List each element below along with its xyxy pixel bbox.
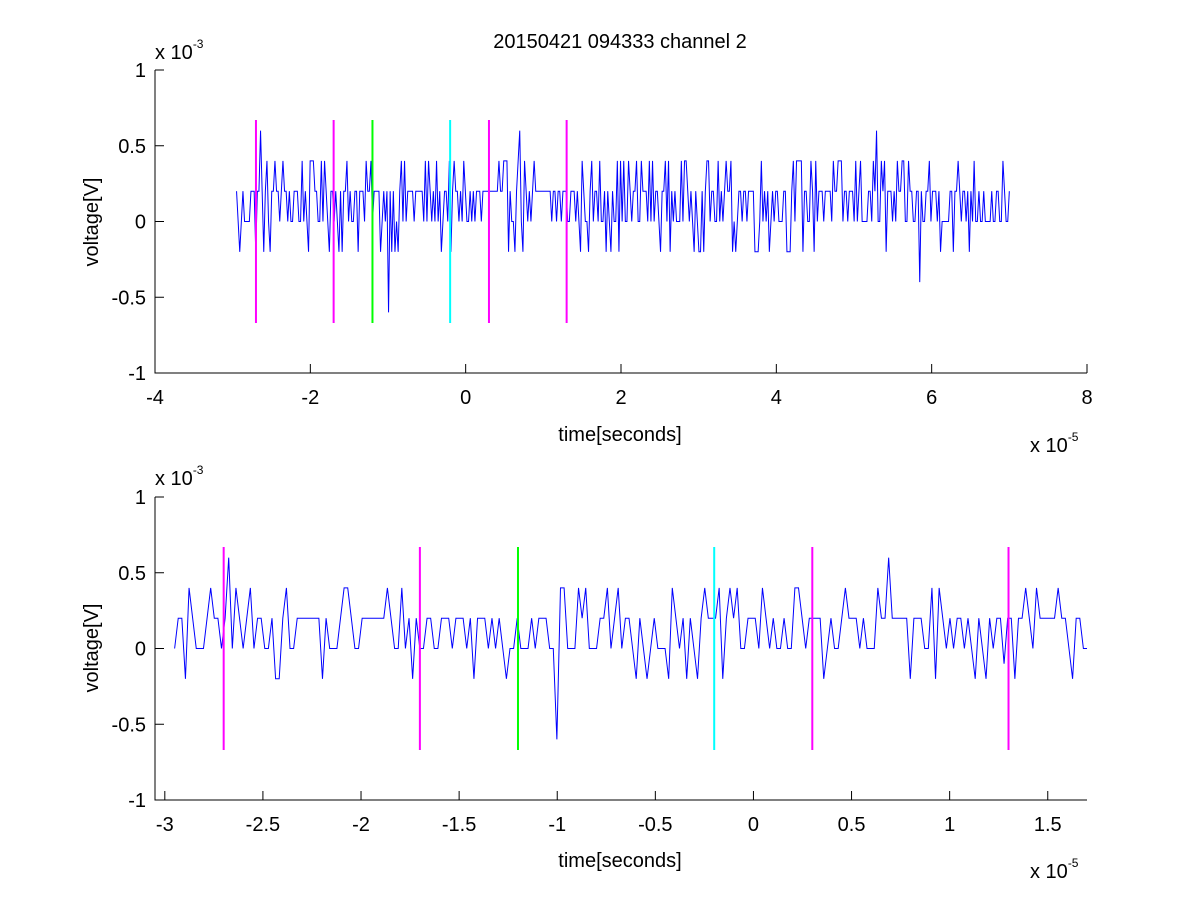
top-x-exponent-base: x 10 <box>1030 435 1068 457</box>
bottom-x-tick-label: 1 <box>944 814 955 836</box>
top-x-tick-label: 8 <box>1081 387 1092 409</box>
bottom-y-tick-label: -0.5 <box>112 714 146 736</box>
top-y-tick-label: 0 <box>135 212 146 234</box>
bottom-y-exponent-base: x 10 <box>155 468 193 490</box>
bottom-y-tick-label: 0.5 <box>118 563 146 585</box>
bottom-ylabel: voltage[V] <box>81 604 103 693</box>
top-x-tick-label: -4 <box>146 387 164 409</box>
top-y-tick-label: -1 <box>128 363 146 385</box>
top-x-tick-label: 2 <box>615 387 626 409</box>
top-ylabel: voltage[V] <box>81 178 103 267</box>
bottom-y-exponent-power: -3 <box>193 463 204 477</box>
bottom-x-tick-label: -3 <box>156 814 174 836</box>
bottom-x-tick-label: -1 <box>548 814 566 836</box>
bottom-plot: voltage[V] x 10-3 time[seconds] x 10-5 -… <box>81 463 1087 883</box>
figure-title: 20150421 094333 channel 2 <box>493 31 747 53</box>
top-x-tick-label: -2 <box>301 387 319 409</box>
top-signal-series-line <box>236 130 1010 313</box>
top-x-exponent-power: -5 <box>1068 430 1079 444</box>
bottom-y-tick-label: 0 <box>135 639 146 661</box>
top-xlabel: time[seconds] <box>558 424 681 446</box>
bottom-y-exponent: x 10-3 <box>155 463 204 490</box>
top-x-tick-label: 0 <box>460 387 471 409</box>
top-y-exponent-power: -3 <box>193 37 204 51</box>
top-plot: voltage[V] x 10-3 time[seconds] x 10-5 -… <box>81 37 1093 457</box>
top-x-tick-label: 4 <box>771 387 782 409</box>
bottom-x-tick-label: -0.5 <box>638 814 672 836</box>
bottom-axes <box>154 497 1087 801</box>
bottom-x-exponent-power: -5 <box>1068 856 1079 870</box>
bottom-x-tick-label: -1.5 <box>442 814 476 836</box>
bottom-x-tick-label: 1.5 <box>1034 814 1062 836</box>
bottom-x-tick-label: -2 <box>352 814 370 836</box>
top-x-tick-label: 6 <box>926 387 937 409</box>
top-y-tick-label: 1 <box>135 60 146 82</box>
top-y-tick-label: 0.5 <box>118 136 146 158</box>
bottom-y-tick-label: 1 <box>135 487 146 509</box>
top-x-exponent: x 10-5 <box>1030 430 1079 457</box>
bottom-x-exponent-base: x 10 <box>1030 861 1068 883</box>
bottom-x-tick-label: 0 <box>748 814 759 836</box>
bottom-y-tick-label: -1 <box>128 790 146 812</box>
top-y-exponent: x 10-3 <box>155 37 204 64</box>
top-y-exponent-base: x 10 <box>155 42 193 64</box>
bottom-x-exponent: x 10-5 <box>1030 856 1079 883</box>
bottom-signal-series-line <box>174 557 1087 740</box>
bottom-xlabel: time[seconds] <box>558 850 681 872</box>
bottom-x-tick-label: 0.5 <box>838 814 866 836</box>
top-y-tick-label: -0.5 <box>112 287 146 309</box>
bottom-x-tick-label: -2.5 <box>246 814 280 836</box>
